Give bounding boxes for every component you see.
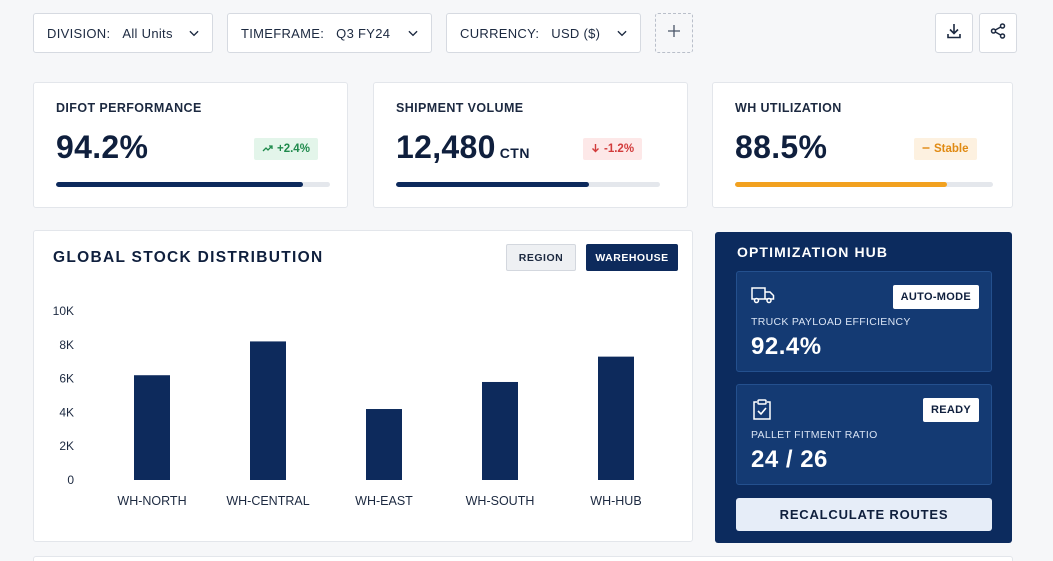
trend-up-icon (262, 143, 273, 155)
chevron-down-icon (189, 28, 199, 38)
kpi-title: DIFOT PERFORMANCE (56, 101, 202, 115)
stock-distribution-card: GLOBAL STOCK DISTRIBUTION REGION WAREHOU… (33, 230, 693, 542)
timeframe-filter-label: TIMEFRAME: (241, 25, 325, 41)
dash-icon (922, 143, 930, 155)
download-button[interactable] (935, 13, 973, 53)
plus-icon (668, 24, 680, 42)
timeframe-filter-value: Q3 FY24 (336, 25, 391, 41)
kpi-value: 94.2% (56, 129, 149, 165)
metric-value: 24 / 26 (751, 446, 828, 473)
x-tick-label: WH-SOUTH (466, 494, 535, 508)
bar-wh-hub[interactable] (598, 356, 634, 480)
x-tick-label: WH-HUB (590, 494, 641, 508)
y-tick-label: 4K (59, 405, 74, 419)
status-badge: AUTO-MODE (892, 285, 979, 309)
clipboard-check-icon (751, 399, 773, 426)
bottom-card (33, 556, 1013, 561)
chevron-down-icon (617, 28, 627, 38)
metric-label: PALLET FITMENT RATIO (751, 429, 878, 441)
kpi-unit: CTN (499, 145, 530, 161)
y-tick-label: 6K (59, 372, 74, 386)
metric-value: 92.4% (751, 333, 822, 360)
bar-wh-east[interactable] (366, 409, 402, 480)
timeframe-filter[interactable]: TIMEFRAME: Q3 FY24 (227, 13, 432, 53)
region-toggle[interactable]: REGION (506, 244, 576, 271)
download-icon (946, 23, 962, 44)
kpi-value: 12,480 CTN (396, 129, 530, 165)
progress-track (735, 182, 993, 187)
metric-label: TRUCK PAYLOAD EFFICIENCY (751, 316, 911, 328)
kpi-card-difot: DIFOT PERFORMANCE 94.2% +2.4% (33, 82, 348, 208)
kpi-card-wh-utilization: WH UTILIZATION 88.5% Stable (712, 82, 1013, 208)
trend-badge: +2.4% (254, 138, 318, 160)
trend-badge: Stable (914, 138, 977, 160)
x-tick-label: WH-NORTH (117, 494, 186, 508)
hub-title: OPTIMIZATION HUB (737, 244, 889, 260)
division-filter-value: All Units (122, 25, 173, 41)
progress-track (396, 182, 660, 187)
truck-payload-panel: AUTO-MODE TRUCK PAYLOAD EFFICIENCY 92.4% (736, 271, 992, 372)
y-tick-label: 0 (67, 473, 74, 487)
y-tick-label: 2K (59, 439, 74, 453)
arrow-down-icon (591, 143, 600, 156)
bar-wh-south[interactable] (482, 381, 518, 480)
progress-track (56, 182, 330, 187)
y-tick-label: 8K (59, 338, 74, 352)
bar-wh-central[interactable] (250, 341, 286, 480)
division-filter-label: DIVISION: (47, 25, 111, 41)
progress-fill (735, 182, 947, 187)
division-filter[interactable]: DIVISION: All Units (33, 13, 213, 53)
warehouse-toggle[interactable]: WAREHOUSE (586, 244, 678, 271)
kpi-title: WH UTILIZATION (735, 101, 842, 115)
currency-filter[interactable]: CURRENCY: USD ($) (446, 13, 641, 53)
y-tick-label: 10K (53, 304, 74, 318)
chevron-down-icon (408, 28, 418, 38)
x-tick-label: WH-EAST (355, 494, 413, 508)
kpi-value: 88.5% (735, 129, 828, 165)
status-badge: READY (922, 398, 979, 422)
recalculate-routes-button[interactable]: RECALCULATE ROUTES (736, 498, 992, 531)
x-tick-label: WH-CENTRAL (226, 494, 309, 508)
add-filter-button[interactable] (655, 13, 693, 53)
kpi-card-shipment-volume: SHIPMENT VOLUME 12,480 CTN -1.2% (373, 82, 688, 208)
currency-filter-label: CURRENCY: (460, 25, 540, 41)
currency-filter-value: USD ($) (551, 25, 601, 41)
optimization-hub: OPTIMIZATION HUB AUTO-MODE TRUCK PAYLOAD… (715, 232, 1012, 543)
share-icon (990, 22, 1006, 44)
pallet-fitment-panel: READY PALLET FITMENT RATIO 24 / 26 (736, 384, 992, 485)
bar-wh-north[interactable] (134, 375, 170, 480)
progress-fill (396, 182, 589, 187)
truck-icon (751, 286, 775, 309)
share-button[interactable] (979, 13, 1017, 53)
chart-title: GLOBAL STOCK DISTRIBUTION (53, 249, 324, 266)
progress-fill (56, 182, 303, 187)
bar-chart: 0 2K 4K 6K 8K 10K WH-NORTH WH-CENTRAL WH-EAST WH-… (53, 304, 642, 508)
trend-badge: -1.2% (583, 138, 643, 160)
kpi-title: SHIPMENT VOLUME (396, 101, 524, 115)
